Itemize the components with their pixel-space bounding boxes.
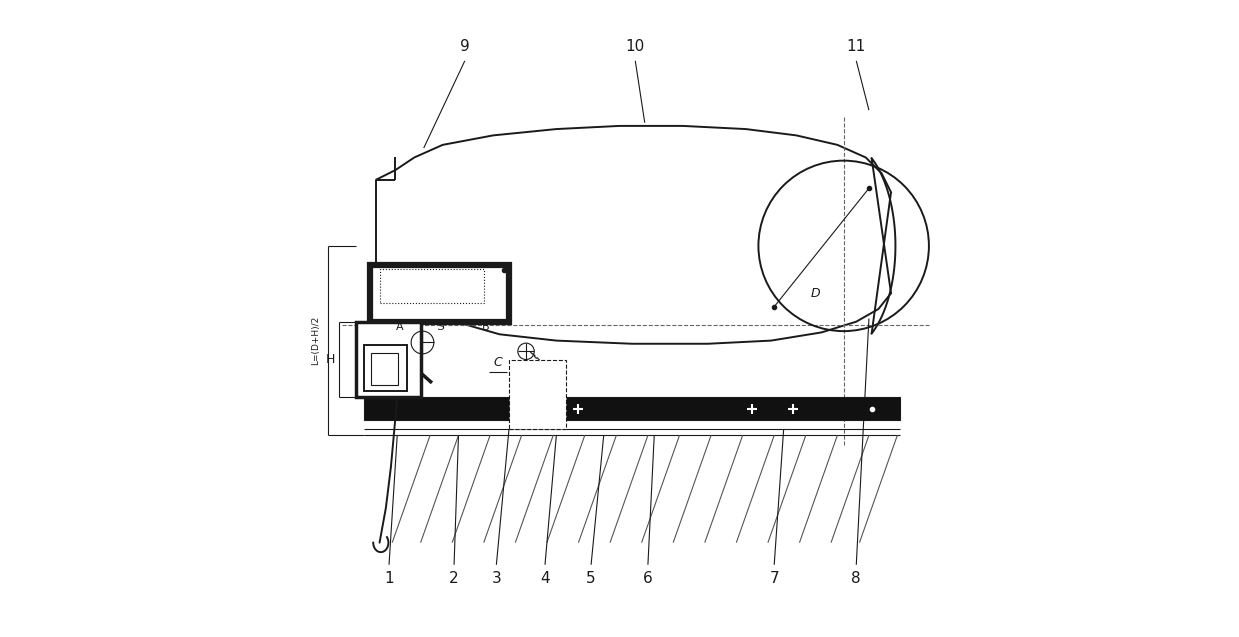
Text: 10: 10 — [626, 39, 646, 55]
Text: 7: 7 — [769, 571, 779, 586]
Text: 8: 8 — [851, 571, 861, 586]
Text: H: H — [326, 353, 336, 366]
Text: S: S — [437, 322, 445, 332]
Text: 4: 4 — [540, 571, 550, 586]
Bar — [364, 397, 901, 420]
Bar — [512, 403, 538, 415]
Bar — [372, 354, 399, 385]
Bar — [746, 403, 771, 415]
Text: A: A — [396, 322, 404, 332]
Text: 6: 6 — [643, 571, 653, 586]
Text: 3: 3 — [492, 571, 502, 586]
Bar — [379, 269, 483, 303]
Bar — [356, 322, 420, 397]
Bar — [370, 265, 509, 322]
Bar — [364, 345, 406, 391]
Text: L=(D+H)/2: L=(D+H)/2 — [311, 316, 320, 365]
Text: 1: 1 — [384, 571, 394, 586]
Text: 9: 9 — [460, 39, 470, 55]
Bar — [509, 359, 566, 429]
Text: D: D — [810, 287, 820, 300]
Text: B: B — [482, 322, 489, 332]
Text: C: C — [494, 356, 503, 369]
Text: 5: 5 — [586, 571, 596, 586]
Text: 11: 11 — [846, 39, 866, 55]
Text: 2: 2 — [450, 571, 458, 586]
